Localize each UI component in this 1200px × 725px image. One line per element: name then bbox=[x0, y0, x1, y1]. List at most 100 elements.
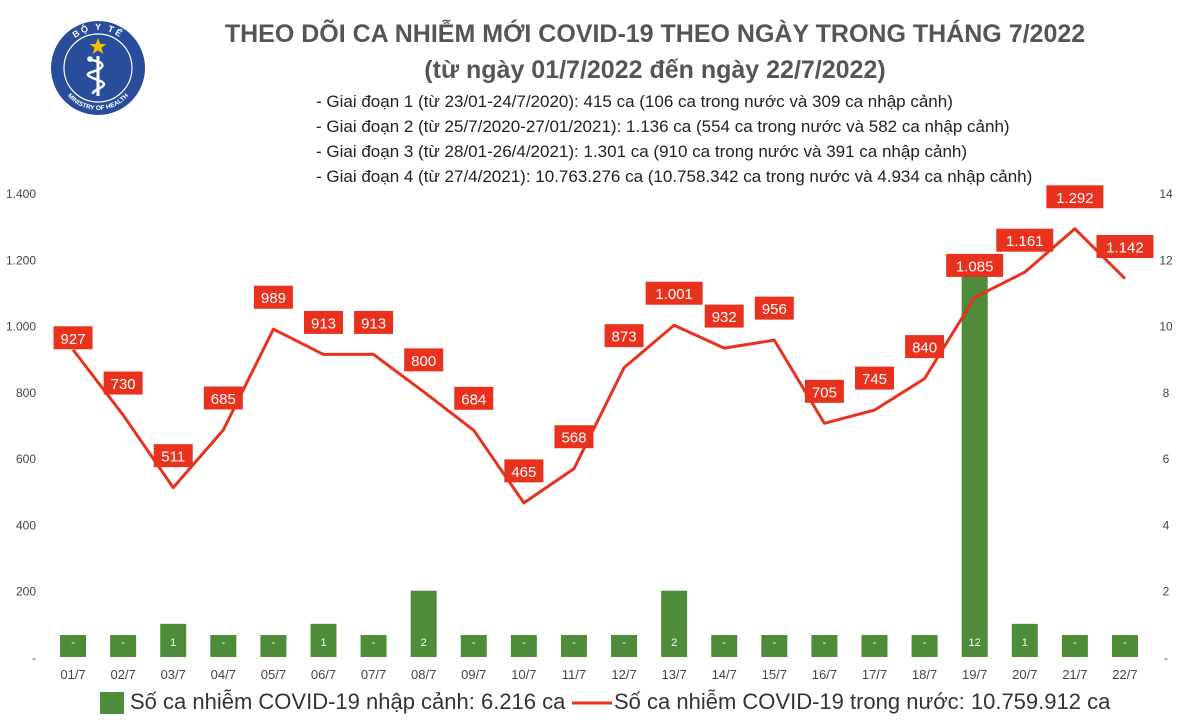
x-axis-tick-label: 03/7 bbox=[161, 667, 186, 682]
x-axis-tick-label: 02/7 bbox=[110, 667, 135, 682]
line-data-label-box bbox=[253, 285, 293, 309]
line-data-label-box bbox=[304, 310, 343, 334]
x-axis-tick-label: 04/7 bbox=[211, 667, 236, 682]
right-axis-tick-label: 2 bbox=[1163, 585, 1170, 599]
bar-data-label: 1 bbox=[1022, 637, 1028, 649]
x-axis-tick-label: 07/7 bbox=[361, 667, 386, 682]
line-data-label-box bbox=[153, 444, 193, 468]
chart-subtitle: (từ ngày 01/7/2022 đến ngày 22/7/2022) bbox=[424, 56, 886, 84]
left-axis-tick-label: 1.000 bbox=[6, 320, 36, 334]
line-data-label: 1.142 bbox=[1106, 240, 1144, 257]
bar-imported-cases bbox=[260, 635, 287, 657]
bar-data-label: - bbox=[372, 637, 376, 649]
x-axis-tick-label: 20/7 bbox=[1012, 667, 1037, 682]
phase-4-text: - Giai đoạn 4 (từ 27/4/2021): 10.763.276… bbox=[316, 167, 1033, 186]
bar-data-label: - bbox=[923, 637, 927, 649]
bar-imported-cases bbox=[711, 635, 738, 657]
right-axis-tick-label: 10 bbox=[1159, 320, 1173, 334]
x-axis-tick-label: 12/7 bbox=[611, 667, 636, 682]
bar-imported-cases bbox=[661, 590, 688, 657]
line-data-label: 1.161 bbox=[1006, 233, 1044, 250]
line-data-label: 913 bbox=[361, 315, 386, 332]
bar-data-label: - bbox=[622, 637, 626, 649]
left-axis-tick-label: 1.200 bbox=[6, 253, 36, 267]
phase-1-text: - Giai đoạn 1 (từ 23/01-24/7/2020): 415 … bbox=[316, 92, 953, 111]
bar-data-label: 2 bbox=[421, 637, 427, 649]
bar-data-label: - bbox=[823, 637, 827, 649]
bar-data-label: - bbox=[221, 637, 225, 649]
line-data-label: 705 bbox=[812, 384, 837, 401]
x-axis-tick-label: 08/7 bbox=[411, 667, 436, 682]
x-axis-tick-label: 14/7 bbox=[712, 667, 737, 682]
bar-imported-cases bbox=[310, 623, 337, 657]
line-data-label: 1.085 bbox=[956, 258, 994, 275]
bar-imported-cases bbox=[510, 635, 537, 657]
line-data-label-box bbox=[554, 425, 594, 449]
bar-data-label: 12 bbox=[969, 637, 981, 649]
bar-data-label: - bbox=[272, 637, 276, 649]
left-axis-tick-label: 400 bbox=[16, 518, 36, 532]
bar-data-label: - bbox=[522, 637, 526, 649]
left-axis-tick-label: 1.400 bbox=[6, 187, 36, 201]
bar-data-label: - bbox=[1123, 637, 1127, 649]
line-data-label-box bbox=[1046, 185, 1104, 209]
phase-2-text: - Giai đoạn 2 (từ 25/7/2020-27/01/2021):… bbox=[316, 117, 1010, 136]
chart-title: THEO DÕI CA NHIỄM MỚI COVID-19 THEO NGÀY… bbox=[224, 20, 1086, 48]
bar-imported-cases bbox=[360, 635, 387, 657]
line-data-label-box bbox=[454, 386, 494, 410]
x-axis-tick-label: 22/7 bbox=[1112, 667, 1137, 682]
line-data-label-box bbox=[645, 281, 703, 305]
line-data-label-box bbox=[855, 366, 894, 390]
line-data-label: 730 bbox=[111, 376, 136, 393]
line-data-label: 1.001 bbox=[655, 286, 693, 303]
bar-imported-cases bbox=[460, 635, 487, 657]
x-axis-tick-label: 09/7 bbox=[461, 667, 486, 682]
line-data-label: 927 bbox=[61, 331, 86, 348]
line-data-label-box bbox=[804, 379, 844, 403]
legend-bar-label: Số ca nhiễm COVID-19 nhập cảnh: 6.216 ca bbox=[130, 689, 566, 714]
x-axis-tick-label: 11/7 bbox=[562, 667, 586, 682]
bar-imported-cases bbox=[961, 259, 988, 657]
right-axis-tick-label: 6 bbox=[1163, 452, 1170, 466]
line-data-label-box bbox=[354, 310, 394, 334]
bar-imported-cases bbox=[1011, 623, 1038, 657]
x-axis-tick-label: 18/7 bbox=[912, 667, 937, 682]
left-axis-tick-label: 200 bbox=[16, 585, 36, 599]
line-data-label-box bbox=[704, 304, 744, 328]
bar-imported-cases bbox=[611, 635, 638, 657]
bar-imported-cases bbox=[560, 635, 587, 657]
right-axis-tick-label: 8 bbox=[1163, 386, 1170, 400]
legend-bar-swatch bbox=[100, 692, 124, 714]
line-data-label: 989 bbox=[261, 290, 286, 307]
line-data-label-box bbox=[103, 371, 143, 395]
x-axis-tick-label: 17/7 bbox=[862, 667, 887, 682]
line-domestic-cases bbox=[71, 227, 1127, 505]
bar-imported-cases bbox=[210, 635, 237, 657]
bar-imported-cases bbox=[410, 590, 437, 657]
left-axis-tick-label: 600 bbox=[16, 452, 36, 466]
line-data-label: 873 bbox=[612, 329, 637, 346]
x-axis-tick-label: 06/7 bbox=[311, 667, 336, 682]
line-data-label-box bbox=[504, 459, 544, 483]
right-axis-tick-label: 14 bbox=[1159, 187, 1173, 201]
ministry-of-health-logo: BỘ Y TẾ MINISTRY OF HEALTH bbox=[51, 21, 145, 115]
line-data-label: 684 bbox=[461, 391, 486, 408]
line-data-label-box bbox=[905, 335, 945, 359]
x-axis-tick-label: 13/7 bbox=[661, 667, 686, 682]
bar-imported-cases bbox=[761, 635, 788, 657]
right-axis-tick-label: 12 bbox=[1159, 253, 1173, 267]
line-data-label: 1.292 bbox=[1056, 190, 1094, 207]
line-data-label: 511 bbox=[161, 449, 185, 466]
line-data-label-box bbox=[1096, 235, 1154, 259]
line-data-label-box bbox=[604, 324, 644, 348]
x-axis-tick-label: 16/7 bbox=[812, 667, 837, 682]
line-data-label-box bbox=[946, 253, 1004, 277]
bar-data-label: - bbox=[121, 637, 125, 649]
bar-data-label: - bbox=[1073, 637, 1077, 649]
line-data-label: 956 bbox=[762, 301, 787, 318]
line-data-label-box bbox=[754, 296, 794, 320]
legend-line-label: Số ca nhiễm COVID-19 trong nước: 10.759.… bbox=[614, 689, 1111, 714]
right-axis-tick-label: - bbox=[1164, 651, 1168, 665]
line-data-label: 913 bbox=[311, 315, 336, 332]
